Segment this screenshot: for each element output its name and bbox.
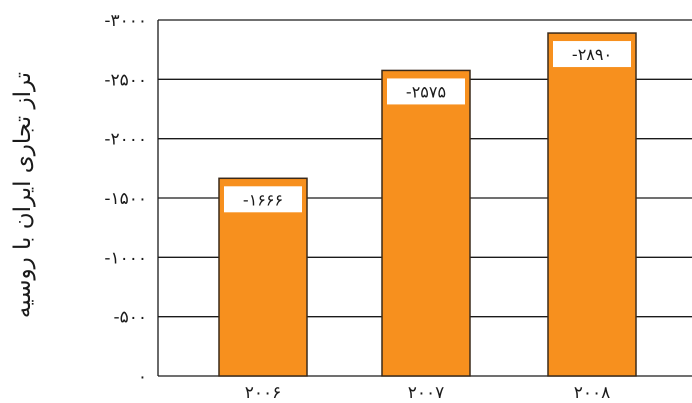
y-tick-label: ۰ [138,367,147,387]
y-axis-ticks: ۰ -۵۰۰ -۱۰۰۰ -۱۵۰۰ -۲۰۰۰ -۲۵۰۰ -۳۰۰۰ [104,11,147,387]
x-tick-label: ۲۰۰۶ [245,383,282,403]
data-label: -۱۶۶۶ [243,190,283,209]
y-tick-label: -۱۵۰۰ [104,189,147,209]
data-label: -۲۵۷۵ [406,82,446,101]
data-label-box [553,41,631,68]
data-label-box [387,78,465,105]
y-tick-label: -۲۵۰۰ [104,70,147,90]
bar [381,69,471,377]
data-label: -۲۸۹۰ [572,45,612,64]
data-label-box [224,186,302,213]
y-tick-label: -۱۰۰۰ [104,248,147,268]
y-axis-label: تراز تجاری ایران با روسیه [10,72,36,318]
x-axis-ticks: ۲۰۰۶ ۲۰۰۷ ۲۰۰۸ [245,383,611,403]
y-tick-label: -۳۰۰۰ [104,11,147,31]
x-tick-label: ۲۰۰۸ [574,383,611,403]
bar [547,32,637,377]
x-tick-label: ۲۰۰۷ [408,383,445,403]
y-tick-label: -۲۰۰۰ [104,130,147,150]
bars: -۱۶۶۶ -۲۵۷۵ -۲۸۹۰ [218,32,637,377]
y-tick-label: -۵۰۰ [113,308,147,328]
